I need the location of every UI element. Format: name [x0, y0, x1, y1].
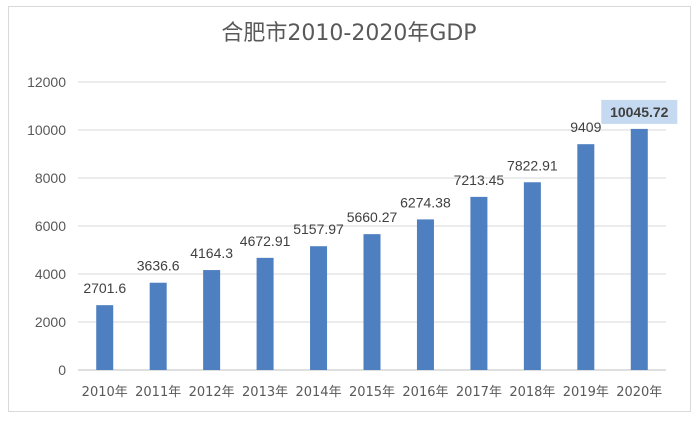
x-axis-ticks: 2010年 2011年 2012年 2013年 2014年 2015年 2016年 2017年…	[82, 385, 663, 400]
data-labels: 2701.6 3636.6 4164.3 4672.915157.975660.276…	[83, 99, 678, 296]
x-tick-label: 2019年	[563, 385, 609, 400]
bar-2018年	[523, 182, 541, 370]
x-tick-label: 2011年	[135, 385, 181, 400]
x-tick-label: 2010年	[82, 385, 128, 400]
bar-2011年	[149, 282, 167, 370]
data-label: 4164.3	[190, 245, 233, 261]
bar-2020年	[630, 128, 648, 370]
y-tick-label: 6000	[35, 218, 66, 234]
data-label: 5660.27	[347, 209, 398, 225]
gridlines	[78, 81, 666, 371]
chart-title: 合肥市2010-2020年GDP	[221, 21, 476, 46]
data-label: 7213.45	[454, 172, 505, 188]
data-label: 9409	[570, 119, 601, 135]
y-tick-label: 12000	[27, 74, 66, 90]
y-tick-label: 0	[58, 362, 66, 378]
x-tick-label: 2012年	[189, 385, 235, 400]
bar-2012年	[203, 270, 221, 370]
data-label: 4672.91	[240, 233, 291, 249]
data-label: 5157.97	[293, 221, 344, 237]
bar-2019年	[577, 144, 595, 370]
y-tick-label: 4000	[35, 266, 66, 282]
bar-2017年	[470, 196, 488, 370]
x-tick-label: 2015年	[349, 385, 395, 400]
data-label: 7822.91	[507, 157, 558, 173]
y-axis-ticks: 0 2000 4000 6000 8000 10000 12000	[27, 74, 66, 378]
bar-2016年	[416, 219, 434, 370]
chart-frame	[8, 6, 691, 412]
bar-2010年	[96, 305, 114, 370]
x-tick-label: 2017年	[456, 385, 502, 400]
bars	[96, 128, 648, 370]
data-label: 2701.6	[83, 280, 126, 296]
bar-2015年	[363, 234, 381, 370]
bar-2014年	[310, 246, 328, 370]
data-label: 6274.38	[400, 194, 451, 210]
data-label: 10045.72	[610, 104, 669, 120]
x-tick-label: 2016年	[402, 385, 448, 400]
y-tick-label: 8000	[35, 170, 66, 186]
data-label: 3636.6	[137, 258, 180, 274]
y-tick-label: 2000	[35, 314, 66, 330]
x-tick-label: 2013年	[242, 385, 288, 400]
x-tick-label: 2018年	[509, 385, 555, 400]
x-tick-label: 2014年	[295, 385, 341, 400]
bar-2013年	[256, 257, 274, 370]
x-tick-label: 2020年	[616, 385, 662, 400]
y-tick-label: 10000	[27, 122, 66, 138]
highlight-label-box	[601, 99, 678, 124]
